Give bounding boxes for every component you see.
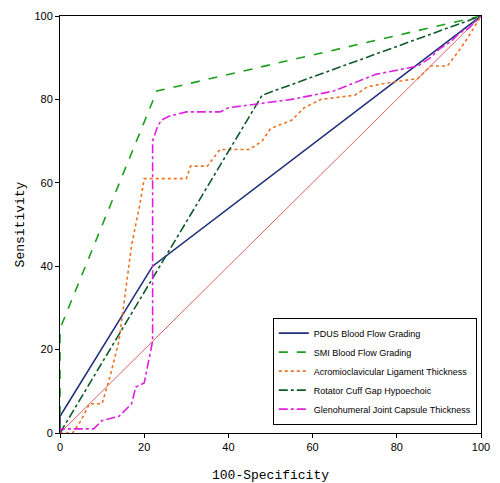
svg-text:Sensitivity: Sensitivity [13,181,28,267]
svg-text:0: 0 [57,441,63,453]
svg-text:Glenohumeral Joint Capsule Thi: Glenohumeral Joint Capsule Thickness [314,405,471,415]
svg-text:60: 60 [306,441,318,453]
svg-text:20: 20 [41,343,53,355]
svg-text:100: 100 [34,10,52,22]
svg-text:80: 80 [41,93,53,105]
svg-text:PDUS Blood Flow Grading: PDUS Blood Flow Grading [314,329,421,339]
svg-text:Acromioclavicular Ligament Thi: Acromioclavicular Ligament Thickness [314,367,467,377]
svg-text:80: 80 [391,441,403,453]
svg-text:0: 0 [47,427,53,439]
svg-text:100: 100 [472,441,490,453]
svg-text:Rotator Cuff Gap Hypoechoic: Rotator Cuff Gap Hypoechoic [314,386,432,396]
svg-text:40: 40 [222,441,234,453]
svg-text:SMI Blood Flow Grading: SMI Blood Flow Grading [314,348,412,358]
svg-text:20: 20 [138,441,150,453]
svg-text:40: 40 [41,260,53,272]
svg-text:60: 60 [41,177,53,189]
svg-text:100-Specificity: 100-Specificity [212,468,329,483]
